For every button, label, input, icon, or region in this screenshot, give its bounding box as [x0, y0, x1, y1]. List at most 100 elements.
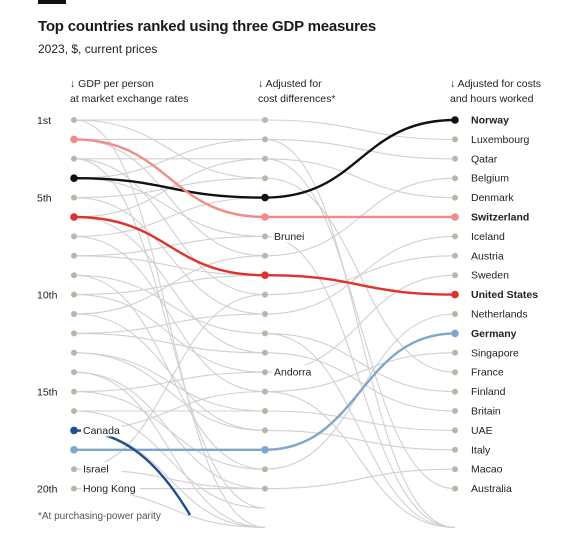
- rank-dot: [262, 388, 268, 395]
- rank-dot: [452, 272, 458, 279]
- background-line: [264, 332, 456, 528]
- label-background: [81, 423, 122, 437]
- series-line-united-states: [264, 274, 456, 296]
- country-label: Canada: [83, 425, 120, 437]
- background-line: [264, 158, 456, 490]
- highlighted-series: [70, 116, 459, 516]
- background-line: [73, 138, 266, 257]
- background-line: [73, 158, 266, 296]
- arrow-down-icon: ↓: [258, 78, 264, 90]
- country-label-belgium: Belgium: [471, 173, 509, 185]
- background-line: [264, 235, 456, 315]
- rank-dot: [262, 233, 268, 240]
- series-line-norway: [73, 177, 266, 199]
- series-point-norway: [451, 116, 459, 124]
- rank-dot: [262, 330, 268, 337]
- rank-dot: [452, 408, 458, 414]
- series-point-switzerland: [70, 135, 78, 144]
- background-line: [73, 313, 266, 431]
- rank-dot: [262, 311, 268, 317]
- background-line: [264, 352, 456, 412]
- arrow-down-icon: ↓: [450, 78, 456, 90]
- series-line-norway: [264, 118, 456, 199]
- rank-dot: [71, 291, 77, 298]
- rank-dot: [262, 466, 268, 473]
- chart-subtitle: 2023, $, current prices: [38, 42, 158, 56]
- arrow-down-icon: ↓: [70, 78, 76, 90]
- series-point-canada: [70, 426, 78, 435]
- background-line: [73, 255, 266, 276]
- country-label: Brunei: [274, 231, 304, 243]
- background-line: [73, 255, 266, 315]
- rank-dot: [452, 446, 458, 453]
- rank-dot: [262, 252, 268, 259]
- column-header-market-rates: ↓ GDP per person at market exchange rate…: [70, 77, 188, 107]
- rank-dot: [262, 155, 268, 162]
- background-line: [264, 352, 456, 393]
- column-header-hours-adjusted: ↓ Adjusted for costs and hours worked: [450, 77, 541, 107]
- background-line: [264, 138, 456, 160]
- series-point-united-states: [261, 271, 269, 280]
- background-line: [73, 391, 266, 470]
- rank-dot: [262, 175, 268, 182]
- rank-dot: [452, 194, 458, 201]
- background-line: [73, 332, 266, 354]
- series-point-norway: [70, 174, 78, 182]
- series-point-germany: [70, 446, 78, 454]
- country-label-iceland: Iceland: [471, 231, 505, 243]
- rank-dot: [262, 427, 268, 434]
- background-line: [264, 119, 456, 140]
- label-background: [81, 462, 122, 476]
- rank-dot: [452, 136, 458, 143]
- background-line: [73, 274, 266, 334]
- rank-dot: [71, 388, 77, 395]
- series-line-united-states: [73, 215, 266, 277]
- series-point-germany: [261, 446, 269, 454]
- rank-dot: [262, 291, 268, 298]
- country-label: Hong Kong: [83, 483, 136, 495]
- country-label-uae: UAE: [471, 425, 493, 437]
- rank-dot: [71, 117, 77, 123]
- rank-tick-label: 10th: [37, 290, 58, 302]
- series-point-switzerland: [451, 213, 459, 221]
- series-line-switzerland: [73, 138, 266, 219]
- background-line: [73, 197, 266, 237]
- background-line: [73, 235, 266, 393]
- country-label: Andorra: [274, 367, 312, 379]
- rank-dot: [452, 155, 458, 162]
- rank-dot: [452, 369, 458, 376]
- column-header-line2: and hours worked: [450, 93, 534, 105]
- country-label-norway: Norway: [471, 115, 509, 127]
- series-point-germany: [451, 329, 459, 338]
- country-label-netherlands: Netherlands: [471, 309, 528, 321]
- label-background: [81, 481, 140, 495]
- background-line: [264, 138, 456, 528]
- country-label-britain: Britain: [471, 406, 501, 418]
- country-label-germany: Germany: [471, 328, 517, 340]
- country-label-sweden: Sweden: [471, 270, 509, 282]
- rank-dot: [452, 349, 458, 356]
- country-label-australia: Australia: [471, 483, 512, 495]
- country-label: Israel: [83, 464, 109, 476]
- rank-dot: [452, 466, 458, 473]
- background-line: [264, 410, 456, 431]
- country-label-austria: Austria: [471, 250, 504, 262]
- rank-dot: [452, 233, 458, 240]
- background-line: [73, 158, 266, 509]
- rank-dot: [71, 155, 77, 162]
- column-header-cost-adjusted: ↓ Adjusted for cost differences*: [258, 77, 335, 107]
- column-header-line1: GDP per person: [78, 78, 154, 90]
- rank-dot: [452, 252, 458, 259]
- rank-tick-label: 15th: [37, 387, 58, 399]
- rank-dot: [71, 233, 77, 240]
- country-label-finland: Finland: [471, 386, 506, 398]
- country-labels: Canada Israel Hong Kong Brunei Andorra Norway…: [81, 115, 538, 495]
- country-label-qatar: Qatar: [471, 153, 498, 165]
- country-label-france: France: [471, 367, 504, 379]
- background-line: [73, 138, 266, 179]
- top-accent-bar: [38, 0, 66, 4]
- rank-dot: [71, 272, 77, 279]
- country-label-macao: Macao: [471, 464, 503, 476]
- footnote: *At purchasing-power parity: [38, 511, 161, 522]
